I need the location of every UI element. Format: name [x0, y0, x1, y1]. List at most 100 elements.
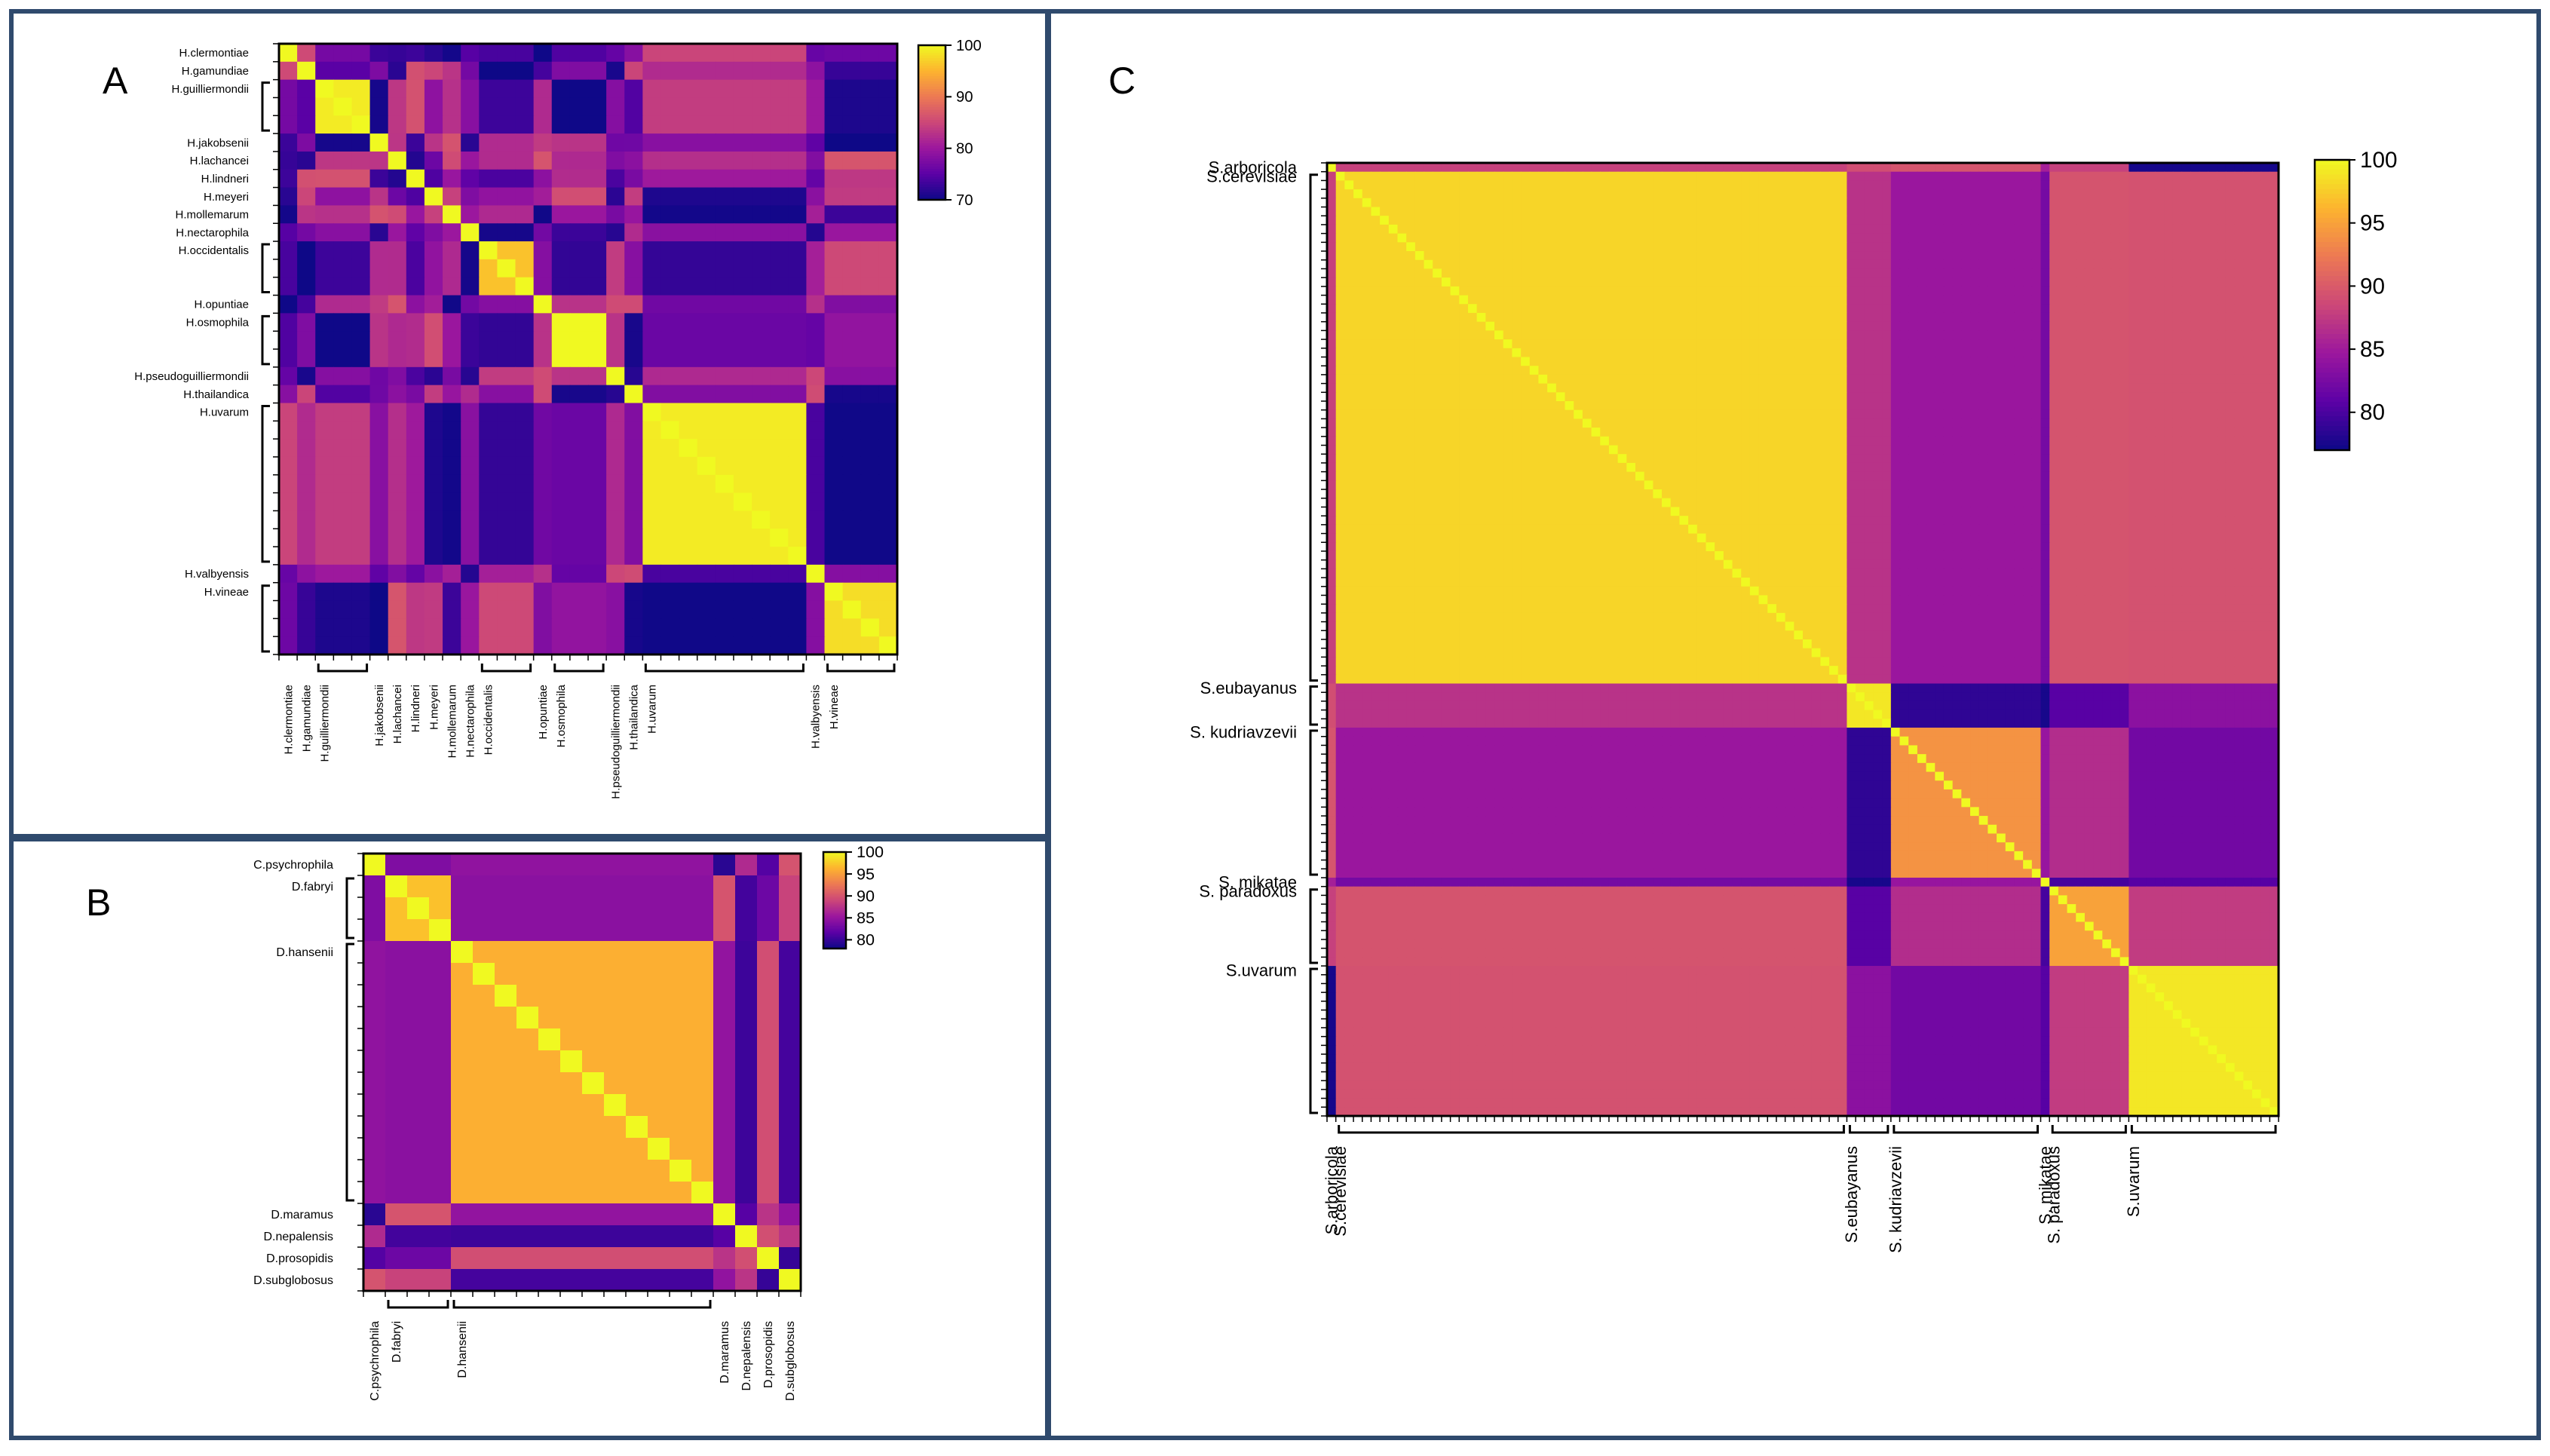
heatmap-cell: [2190, 163, 2200, 173]
heatmap-cell: [1450, 242, 1460, 252]
heatmap-cell: [1467, 357, 1478, 366]
heatmap-cell: [1856, 392, 1865, 402]
heatmap-cell: [1988, 216, 1997, 225]
heatmap-cell: [1600, 207, 1610, 216]
heatmap-cell: [2102, 392, 2112, 402]
heatmap-cell: [2014, 242, 2024, 252]
heatmap-cell: [2076, 259, 2086, 270]
heatmap-cell: [2129, 224, 2138, 234]
heatmap-cell: [1626, 374, 1636, 385]
heatmap-cell: [2076, 233, 2086, 243]
heatmap-cell: [2146, 401, 2156, 411]
heatmap-cell: [1732, 277, 1742, 287]
heatmap-cell: [515, 79, 535, 99]
heatmap-cell: [1538, 233, 1548, 243]
heatmap-cell: [1917, 233, 1927, 243]
heatmap-cell: [1688, 409, 1698, 419]
heatmap-cell: [1715, 295, 1724, 305]
heatmap-cell: [1441, 374, 1451, 385]
heatmap-cell: [2031, 286, 2042, 296]
heatmap-cell: [1538, 207, 1548, 216]
heatmap-cell: [2102, 198, 2112, 208]
heatmap-cell: [1776, 259, 1786, 270]
heatmap-cell: [1935, 251, 1945, 261]
heatmap-cell: [1873, 339, 1883, 349]
heatmap-cell: [1679, 374, 1689, 385]
heatmap-cell: [2076, 383, 2086, 393]
heatmap-cell: [2155, 374, 2165, 385]
heatmap-cell: [1794, 401, 1804, 411]
heatmap-cell: [1723, 198, 1733, 208]
heatmap-cell: [2234, 251, 2244, 261]
heatmap-cell: [2181, 392, 2191, 402]
heatmap-cell: [1917, 339, 1927, 349]
heatmap-cell: [1917, 259, 1927, 270]
heatmap-cell: [2251, 216, 2262, 225]
heatmap-cell: [1485, 321, 1495, 331]
heatmap-cell: [1935, 321, 1945, 331]
heatmap-cell: [1741, 259, 1751, 270]
heatmap-cell: [1811, 295, 1821, 305]
heatmap-cell: [1926, 401, 1935, 411]
heatmap-cell: [1574, 312, 1583, 323]
heatmap-cell: [1943, 189, 1954, 199]
heatmap-cell: [1864, 242, 1874, 252]
heatmap-cell: [1529, 180, 1540, 190]
heatmap-cell: [2172, 357, 2183, 366]
heatmap-cell: [1864, 180, 1874, 190]
heatmap-cell: [1952, 259, 1962, 270]
heatmap-cell: [1574, 251, 1583, 261]
heatmap-cell: [1943, 163, 1954, 173]
heatmap-cell: [1362, 163, 1372, 173]
heatmap-cell: [1952, 233, 1962, 243]
heatmap-cell: [1732, 233, 1742, 243]
heatmap-cell: [1706, 180, 1715, 190]
heatmap-cell: [1327, 251, 1337, 261]
heatmap-cell: [842, 44, 862, 63]
heatmap-cell: [2217, 401, 2227, 411]
heatmap-cell: [1758, 286, 1768, 296]
heatmap-cell: [2102, 374, 2112, 385]
heatmap-cell: [1362, 224, 1372, 234]
heatmap-cell: [1732, 392, 1742, 402]
heatmap-cell: [2225, 277, 2236, 287]
heatmap-cell: [1467, 392, 1478, 402]
heatmap-cell: [1608, 198, 1619, 208]
heatmap-cell: [1344, 304, 1354, 314]
heatmap-cell: [2067, 366, 2076, 375]
heatmap-cell: [1547, 198, 1557, 208]
heatmap-cell: [1414, 348, 1425, 358]
heatmap-cell: [1406, 233, 1416, 243]
heatmap-cell: [1785, 216, 1795, 225]
heatmap-cell: [2234, 198, 2244, 208]
heatmap-cell: [1794, 366, 1804, 375]
heatmap-cell: [1706, 409, 1715, 419]
heatmap-cell: [2225, 216, 2236, 225]
heatmap-cell: [2164, 207, 2174, 216]
heatmap-cell: [1485, 295, 1495, 305]
heatmap-cell: [1837, 348, 1848, 358]
heatmap-cell: [1538, 392, 1548, 402]
heatmap-cell: [1917, 312, 1927, 323]
heatmap-cell: [1952, 339, 1962, 349]
heatmap-cell: [2164, 233, 2174, 243]
heatmap-cell: [1521, 339, 1531, 349]
heatmap-cell: [1371, 286, 1381, 296]
heatmap-cell: [1706, 216, 1715, 225]
heatmap-cell: [1476, 180, 1486, 190]
heatmap-cell: [1644, 383, 1654, 393]
heatmap-cell: [1899, 295, 1909, 305]
heatmap-cell: [1715, 409, 1724, 419]
heatmap-cell: [2084, 295, 2095, 305]
heatmap-cell: [1978, 304, 1988, 314]
heatmap-cell: [1829, 216, 1839, 225]
heatmap-cell: [1591, 259, 1601, 270]
heatmap-cell: [1961, 251, 1971, 261]
heatmap-cell: [1608, 233, 1619, 243]
heatmap-cell: [1635, 251, 1645, 261]
heatmap-cell: [1388, 321, 1399, 331]
heatmap-cell: [2129, 321, 2138, 331]
heatmap-cell: [2260, 233, 2270, 243]
heatmap-cell: [1424, 233, 1433, 243]
heatmap-cell: [2155, 242, 2165, 252]
